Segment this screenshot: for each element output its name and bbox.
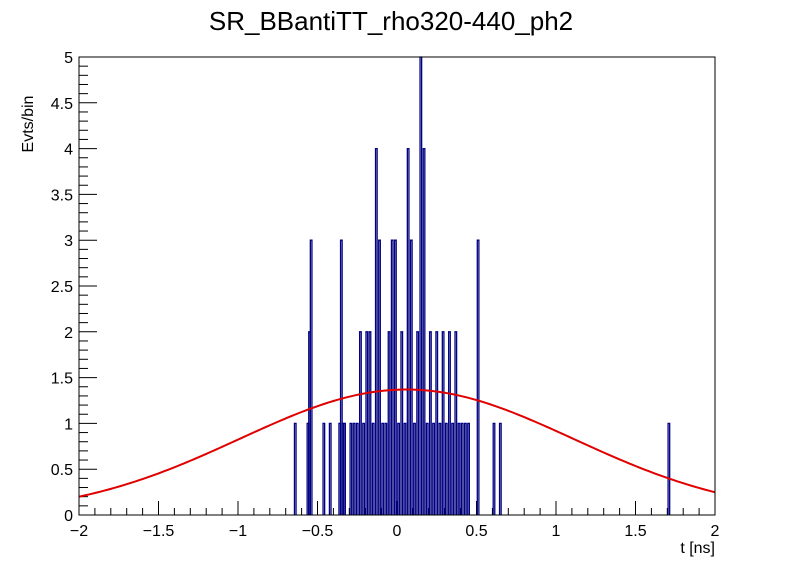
x-tick-label: −2 [70, 523, 88, 540]
x-tick-label: −1.5 [143, 523, 175, 540]
histogram-bin [457, 422, 461, 515]
histogram-bin [322, 422, 326, 515]
histogram-bin [419, 56, 423, 515]
y-tick-label: 1.5 [51, 371, 73, 388]
histogram-bin [293, 422, 297, 515]
histogram-bin [467, 422, 470, 515]
fit-curve-line [78, 388, 716, 498]
y-tick-label: 5 [64, 50, 73, 67]
histogram-bin [422, 147, 426, 515]
histogram-bin [451, 422, 455, 515]
y-tick-label: 4.5 [51, 96, 73, 113]
histogram-bin [355, 422, 359, 515]
histogram-bin [460, 422, 464, 515]
plot-frame [78, 56, 716, 516]
histogram-bin [390, 239, 394, 515]
y-tick-label: 2 [64, 325, 73, 342]
histogram-bin [425, 422, 429, 515]
y-axis-ticks [79, 56, 97, 516]
histogram-bin [448, 331, 451, 515]
histogram-bin [393, 239, 397, 515]
y-tick-label: 0.5 [51, 462, 73, 479]
y-tick-label: 1 [64, 416, 73, 433]
histogram-bin [384, 422, 388, 515]
histogram-bin [492, 422, 496, 515]
x-tick-label: 1.5 [624, 523, 646, 540]
histogram-bin [413, 422, 416, 515]
histogram-bin [381, 422, 385, 515]
histogram-bin [328, 422, 332, 515]
histogram-bin [409, 239, 413, 515]
x-tick-label: 0.5 [465, 523, 487, 540]
histogram-bin [406, 147, 410, 515]
histogram-bin [378, 239, 381, 515]
histogram-bin [358, 331, 362, 515]
x-axis-ticks [78, 501, 716, 515]
histogram-bin [403, 422, 407, 515]
histogram-bin [498, 422, 502, 515]
histogram-bin [343, 422, 346, 515]
histogram-bin [374, 147, 378, 515]
x-axis-tick-labels: −2 −1.5 −1 −0.5 0 0.5 1 1.5 2 [70, 523, 720, 540]
histogram-bin [387, 331, 391, 515]
y-tick-label: 0 [64, 508, 73, 525]
histogram-bin [428, 331, 432, 515]
y-tick-label: 3.5 [51, 187, 73, 204]
y-tick-label: 4 [64, 142, 73, 159]
histogram-bin [463, 422, 467, 515]
histogram-bin [416, 331, 420, 515]
histogram-bin [352, 422, 356, 515]
histogram-bins [293, 56, 671, 515]
x-tick-label: 0 [393, 523, 402, 540]
histogram-bin [432, 422, 436, 515]
histogram-bin [309, 239, 313, 515]
histogram-bin [368, 331, 372, 515]
histogram-bin [400, 331, 404, 515]
histogram-bin [435, 331, 439, 515]
y-tick-label: 2.5 [51, 279, 73, 296]
histogram-bin [397, 422, 401, 515]
y-axis-tick-labels: 0 0.5 1 1.5 2 2.5 3 3.5 4 4.5 5 [51, 50, 73, 525]
x-axis-label: t [ns] [680, 540, 715, 557]
x-tick-label: 2 [711, 523, 720, 540]
histogram-bin [444, 422, 448, 515]
y-axis-label: Evts/bin [20, 96, 37, 153]
x-tick-label: −0.5 [302, 523, 334, 540]
histogram-bin [476, 239, 480, 515]
histogram-bin [349, 422, 353, 515]
histogram-bin [339, 239, 343, 515]
histogram-bin [454, 331, 458, 515]
histogram-bin [438, 422, 442, 515]
chart-title: SR_BBantiTT_rho320-440_ph2 [209, 6, 573, 36]
histogram-bin [365, 331, 369, 515]
x-tick-label: −1 [229, 523, 247, 540]
y-tick-label: 3 [64, 233, 73, 250]
x-tick-label: 1 [552, 523, 561, 540]
histogram-bin [371, 422, 375, 515]
histogram-bin [667, 422, 671, 515]
histogram-bin [441, 331, 445, 515]
histogram-bin [362, 422, 366, 515]
